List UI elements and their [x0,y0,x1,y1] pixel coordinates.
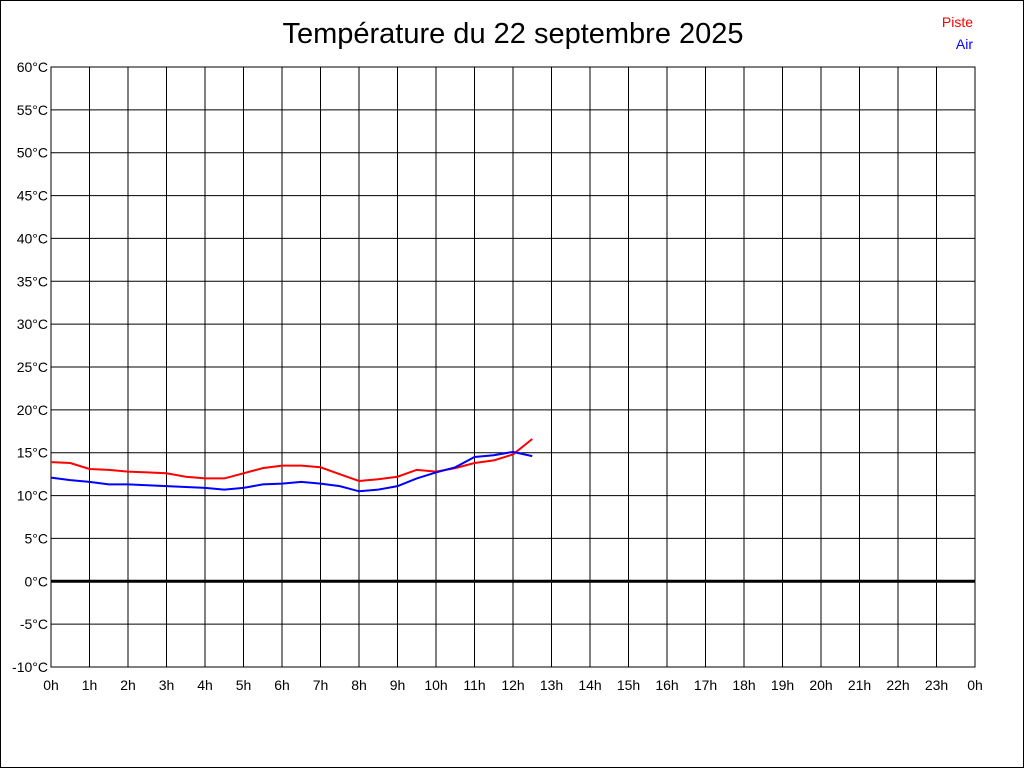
x-tick-label: 7h [313,677,329,693]
y-tick-label: -10°C [12,659,48,675]
x-tick-label: 2h [120,677,136,693]
x-tick-label: 23h [925,677,948,693]
y-tick-label: 45°C [17,188,48,204]
y-tick-label: 0°C [25,573,49,589]
x-tick-label: 0h [43,677,59,693]
x-tick-label: 20h [809,677,832,693]
x-tick-label: 8h [351,677,367,693]
x-tick-label: 12h [501,677,524,693]
y-tick-label: -5°C [20,616,48,632]
series-line-air [50,450,533,493]
x-tick-label: 11h [463,677,485,693]
legend-piste: Piste [941,14,973,30]
x-tick-label: 6h [274,677,290,693]
series-line-piste [50,438,533,483]
y-tick-label: 20°C [17,402,48,418]
x-tick-label: 22h [886,677,909,693]
y-tick-label: 10°C [17,488,48,504]
y-tick-label: 60°C [17,59,48,75]
legend-air: Air [955,36,973,52]
x-tick-label: 1h [82,677,98,693]
x-tick-label: 19h [771,677,794,693]
y-tick-label: 50°C [17,145,48,161]
x-tick-label: 5h [236,677,252,693]
x-tick-label: 14h [578,677,601,693]
x-tick-label: 16h [655,677,678,693]
x-tick-label: 9h [390,677,406,693]
x-tick-label: 10h [424,677,447,693]
y-tick-label: 25°C [17,359,48,375]
y-tick-label: 5°C [25,530,49,546]
y-tick-label: 30°C [17,316,48,332]
x-tick-label: 18h [732,677,755,693]
x-tick-label: 15h [617,677,640,693]
y-tick-label: 35°C [17,273,48,289]
x-tick-label: 13h [540,677,563,693]
y-tick-label: 40°C [17,230,48,246]
x-tick-label: 17h [694,677,717,693]
x-tick-label: 0h [967,677,983,693]
x-tick-label: 4h [197,677,213,693]
x-tick-label: 3h [159,677,175,693]
y-tick-label: 15°C [17,445,48,461]
y-tick-label: 55°C [17,102,48,118]
chart-title: Température du 22 septembre 2025 [282,18,744,50]
x-tick-label: 21h [848,677,871,693]
